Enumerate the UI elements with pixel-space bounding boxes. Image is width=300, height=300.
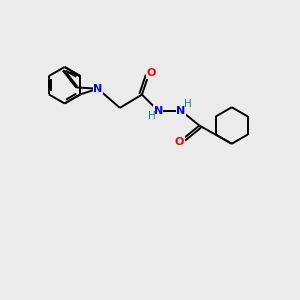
Text: O: O [146,68,155,78]
Text: H: H [184,99,191,109]
Text: N: N [154,106,163,116]
Text: N: N [93,84,102,94]
Text: H: H [148,111,155,121]
Text: O: O [175,137,184,147]
Text: N: N [176,106,186,116]
